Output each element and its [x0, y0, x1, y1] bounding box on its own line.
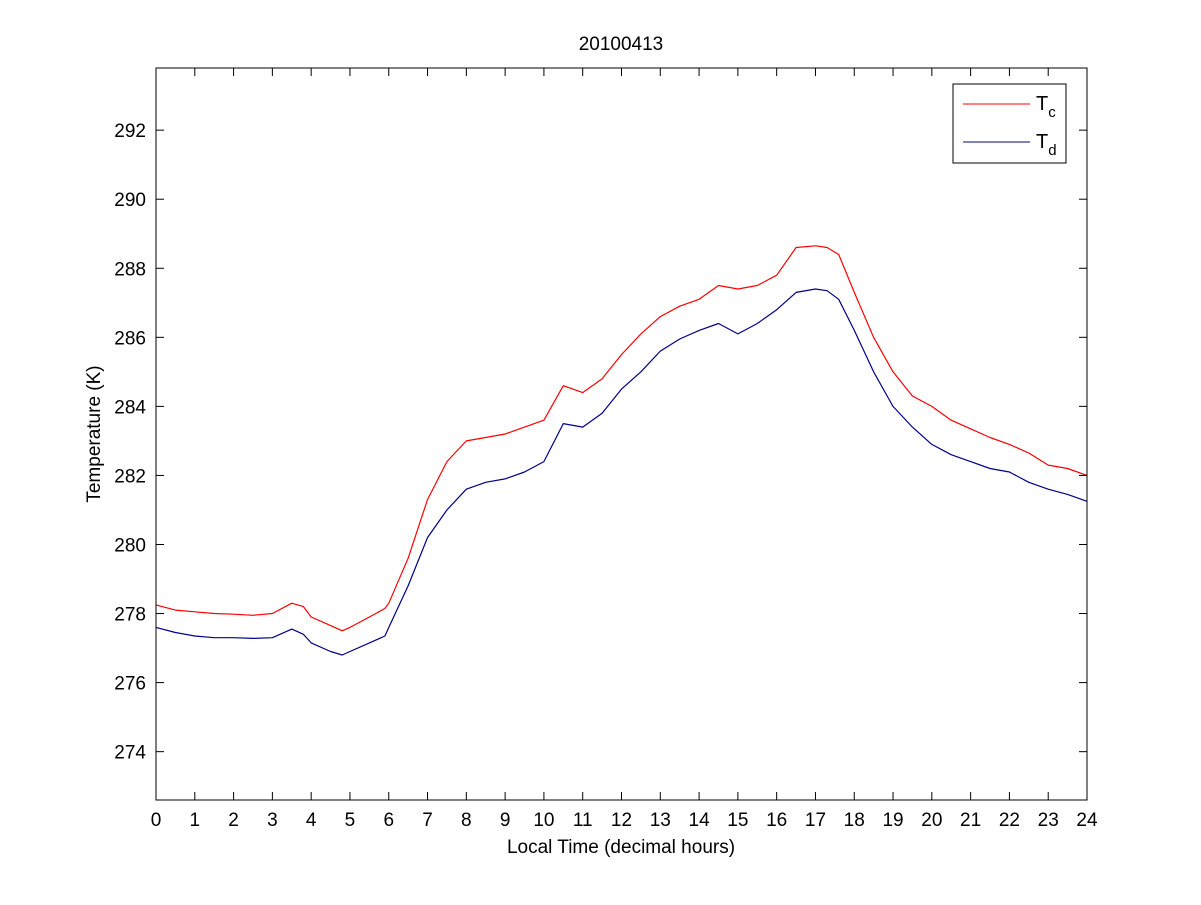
chart-title: 20100413 — [579, 34, 664, 55]
x-tick-label: 7 — [422, 810, 433, 831]
x-tick-label: 9 — [500, 810, 511, 831]
x-tick-label: 12 — [611, 810, 632, 831]
x-tick-label: 2 — [228, 810, 239, 831]
y-tick-label: 284 — [114, 397, 146, 418]
y-tick-label: 292 — [114, 121, 146, 142]
legend-label-tc: Tc — [1036, 93, 1056, 121]
x-tick-label: 11 — [573, 810, 593, 831]
legend-box — [952, 83, 1067, 164]
x-axis-label: Local Time (decimal hours) — [507, 837, 735, 858]
y-axis: 274 276 278 280 282 284 286 288 290 292 — [114, 121, 1087, 764]
x-tick-label: 21 — [960, 810, 981, 831]
x-tick-label: 24 — [1076, 810, 1098, 831]
legend: Tc Td — [952, 83, 1067, 164]
x-tick-label: 22 — [999, 810, 1020, 831]
x-tick-label: 23 — [1038, 810, 1059, 831]
x-tick-label: 20 — [921, 810, 942, 831]
x-tick-label: 1 — [190, 810, 201, 831]
y-tick-label: 290 — [114, 190, 146, 211]
series-line-td — [155, 288, 1088, 656]
x-tick-label: 4 — [306, 810, 317, 831]
x-tick-label: 15 — [727, 810, 748, 831]
y-tick-label: 278 — [114, 605, 146, 626]
x-tick-label: 10 — [533, 810, 554, 831]
x-tick-label: 3 — [267, 810, 278, 831]
x-tick-label: 19 — [882, 810, 903, 831]
y-tick-label: 274 — [114, 743, 146, 764]
x-tick-label: 13 — [650, 810, 671, 831]
y-tick-label: 288 — [114, 259, 146, 280]
x-axis: 0 1 2 3 4 5 6 7 8 9 10 11 12 13 14 15 16 17 18 19 20 21 22 23 24 — [151, 68, 1098, 831]
x-tick-label: 5 — [345, 810, 356, 831]
plot-area: 0 1 2 3 4 5 6 7 8 9 10 11 12 13 14 15 16 17 18 19 20 21 22 23 24… — [114, 67, 1098, 831]
x-tick-label: 16 — [766, 810, 787, 831]
y-tick-label: 280 — [114, 535, 146, 556]
x-tick-label: 17 — [805, 810, 826, 831]
y-axis-label: Temperature (K) — [84, 365, 105, 502]
x-tick-label: 6 — [383, 810, 394, 831]
series-layer — [155, 245, 1088, 656]
x-tick-label: 14 — [689, 810, 711, 831]
x-tick-label: 18 — [844, 810, 865, 831]
x-tick-label: 8 — [461, 810, 472, 831]
y-tick-label: 282 — [114, 466, 146, 487]
legend-label-td: Td — [1036, 131, 1057, 159]
series-line-tc — [155, 245, 1088, 632]
y-tick-label: 276 — [114, 674, 146, 695]
x-tick-label: 0 — [151, 810, 162, 831]
y-tick-label: 286 — [114, 328, 146, 349]
